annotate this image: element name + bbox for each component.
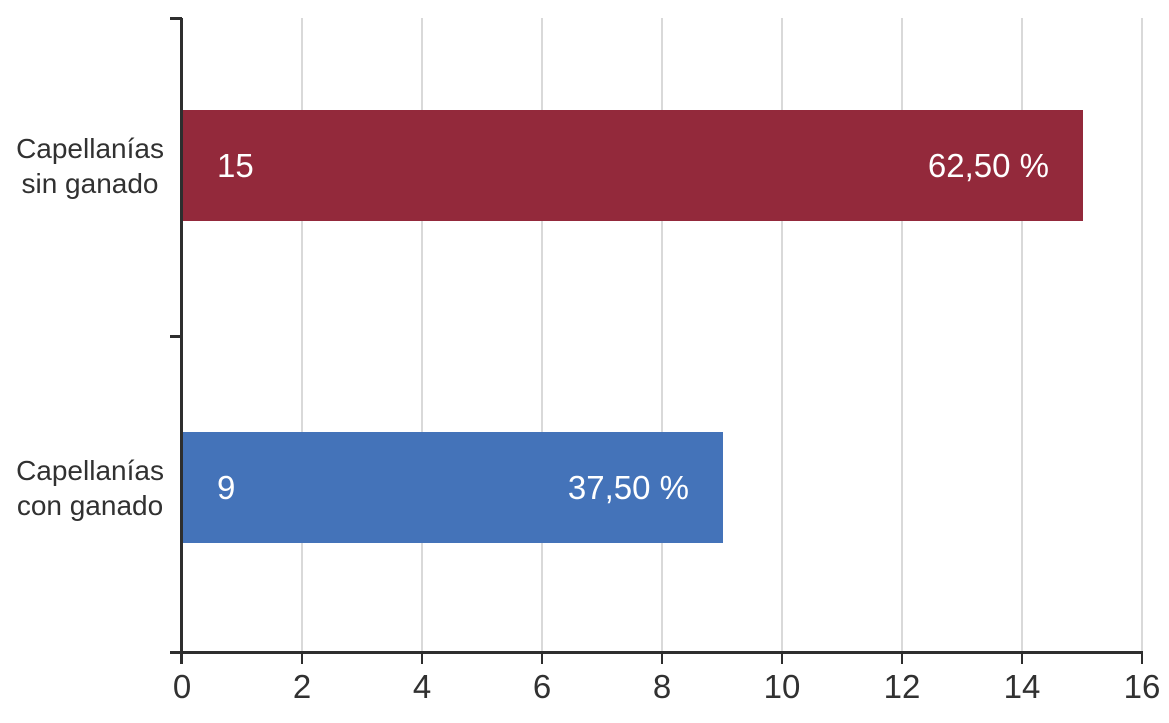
category-label: Capellanías sin ganado [10, 131, 170, 201]
x-axis-tick [541, 653, 543, 664]
gridline [541, 18, 543, 651]
gridline [901, 18, 903, 651]
bar-value-label: 9 [217, 468, 236, 506]
gridline [1021, 18, 1023, 651]
y-axis-line [180, 18, 183, 664]
bar: 9 37,50 % [183, 432, 723, 543]
category-label: Capellanías con ganado [10, 453, 170, 523]
x-axis-tick [301, 653, 303, 664]
x-axis-tick-label: 6 [532, 668, 552, 705]
x-axis-tick [181, 653, 183, 664]
category-label-line: Capellanías [16, 132, 164, 164]
x-axis-tick-label: 2 [292, 668, 312, 705]
x-axis-tick [901, 653, 903, 664]
x-axis-tick [421, 653, 423, 664]
x-axis-tick-label: 16 [1123, 668, 1161, 705]
x-axis-tick-label: 14 [1003, 668, 1041, 705]
x-axis-tick-label: 10 [763, 668, 801, 705]
category-label-line: con ganado [16, 489, 164, 521]
bar: 15 62,50 % [183, 110, 1083, 221]
x-axis-tick [781, 653, 783, 664]
bar-percent-label: 62,50 % [927, 146, 1049, 184]
category-label-line: Capellanías [16, 454, 164, 486]
x-axis-line [170, 651, 1143, 654]
x-axis-tick [661, 653, 663, 664]
gridline [421, 18, 423, 651]
x-axis-tick [1141, 653, 1143, 664]
bar-percent-label: 37,50 % [567, 468, 689, 506]
gridline [1141, 18, 1143, 651]
x-axis-tick-label: 12 [883, 668, 921, 705]
x-axis-tick [1021, 653, 1023, 664]
y-axis-tick [170, 17, 182, 20]
gridline [781, 18, 783, 651]
x-axis-tick-label: 8 [652, 668, 672, 705]
x-axis-tick-label: 0 [172, 668, 192, 705]
category-label-line: sin ganado [21, 167, 159, 199]
bar-value-label: 15 [217, 146, 254, 184]
gridline [301, 18, 303, 651]
gridline [661, 18, 663, 651]
y-axis-tick [170, 334, 182, 338]
x-axis-tick-label: 4 [412, 668, 432, 705]
